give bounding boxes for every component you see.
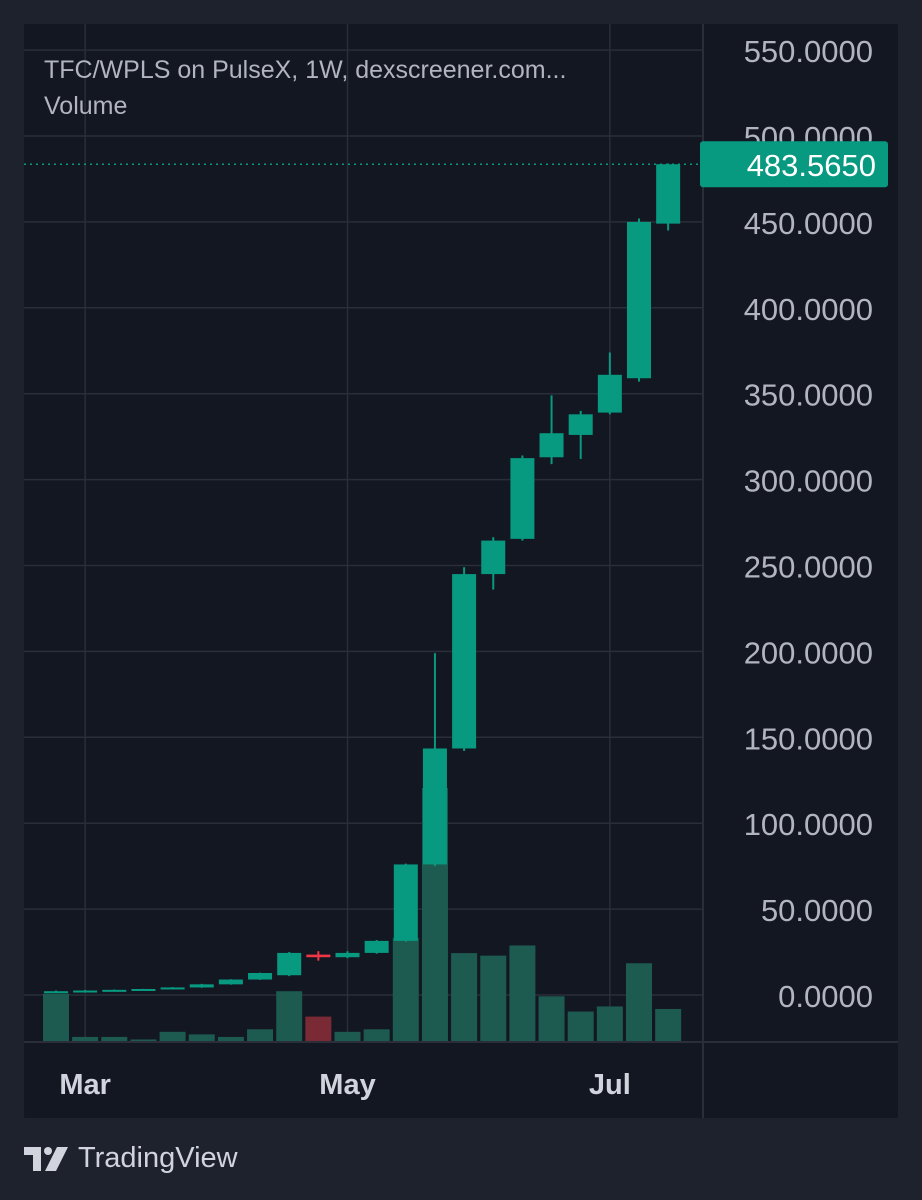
candle-body — [44, 991, 68, 994]
candle-body — [481, 540, 506, 575]
volume-bar — [655, 1008, 682, 1042]
time-tick-label: Jul — [589, 1069, 631, 1101]
candle-body — [102, 989, 127, 992]
price-tick-label: 100.0000 — [744, 807, 873, 842]
candle-body — [160, 987, 185, 990]
price-tick-label: 350.0000 — [744, 378, 873, 413]
volume-bar — [480, 955, 507, 1042]
chart-panel[interactable] — [24, 24, 898, 1118]
candle-body — [277, 952, 302, 976]
candle-body — [510, 458, 535, 539]
volume-bars — [43, 788, 682, 1042]
volume-bar — [626, 963, 652, 1042]
volume-bar — [217, 1036, 244, 1042]
volume-bar — [334, 1031, 361, 1042]
volume-bar — [43, 993, 69, 1042]
chart-legend: TFC/WPLS on PulseX, 1W, dexscreener.com.… — [44, 52, 566, 124]
grid — [24, 24, 703, 1042]
price-tick-label: 450.0000 — [744, 206, 873, 241]
time-tick-label: May — [319, 1069, 375, 1101]
volume-bar — [363, 1029, 390, 1042]
volume-bar — [130, 1039, 157, 1042]
candle-body — [218, 979, 243, 985]
candle-body — [568, 414, 593, 435]
candle-body — [656, 164, 681, 224]
volume-bar — [392, 937, 419, 1042]
candle-body — [393, 864, 418, 941]
price-tick-label: 550.0000 — [744, 34, 873, 69]
candle-body — [306, 954, 331, 958]
candle-body — [597, 374, 622, 413]
volume-bar — [276, 991, 303, 1042]
candle-body — [452, 574, 477, 749]
volume-bar — [247, 1029, 274, 1042]
time-tick-label: Mar — [59, 1069, 111, 1101]
price-tick-label: 300.0000 — [744, 464, 873, 499]
volume-bar — [72, 1036, 99, 1042]
symbol-title: TFC/WPLS on PulseX, 1W, dexscreener.com.… — [44, 56, 567, 84]
volume-bar — [188, 1034, 215, 1042]
price-tick-label: 250.0000 — [744, 550, 873, 585]
tradingview-brand[interactable]: TradingView — [24, 1136, 238, 1180]
volume-bar — [538, 996, 565, 1042]
volume-bar — [567, 1011, 594, 1042]
price-tick-label: 50.0000 — [761, 893, 873, 928]
candle-body — [248, 973, 273, 980]
candle-body — [335, 952, 360, 958]
volume-bar — [159, 1031, 186, 1042]
tradingview-logo-icon — [24, 1147, 68, 1171]
volume-bar — [101, 1036, 128, 1042]
price-tick-label: 400.0000 — [744, 292, 873, 327]
candle-body — [131, 988, 156, 991]
candle-body — [73, 990, 98, 993]
candles — [44, 163, 681, 994]
candle-body — [627, 221, 651, 379]
brand-name: TradingView — [78, 1141, 238, 1174]
candle-body — [189, 984, 214, 988]
price-tick-label: 0.0000 — [778, 979, 873, 1014]
price-tick-label: 200.0000 — [744, 635, 873, 670]
volume-bar — [509, 945, 536, 1042]
volume-bar — [451, 953, 478, 1042]
axes: 550.0000500.0000450.0000400.0000350.0000… — [24, 24, 898, 1118]
volume-label: Volume — [44, 92, 128, 120]
candle-body — [422, 748, 447, 865]
volume-bar — [596, 1006, 623, 1042]
candle-body — [364, 940, 389, 953]
volume-bar — [305, 1016, 332, 1042]
last-price-badge — [700, 141, 888, 188]
price-tick-label: 150.0000 — [744, 721, 873, 756]
candle-body — [539, 433, 564, 458]
last-price-label: 483.5650 — [747, 148, 876, 183]
